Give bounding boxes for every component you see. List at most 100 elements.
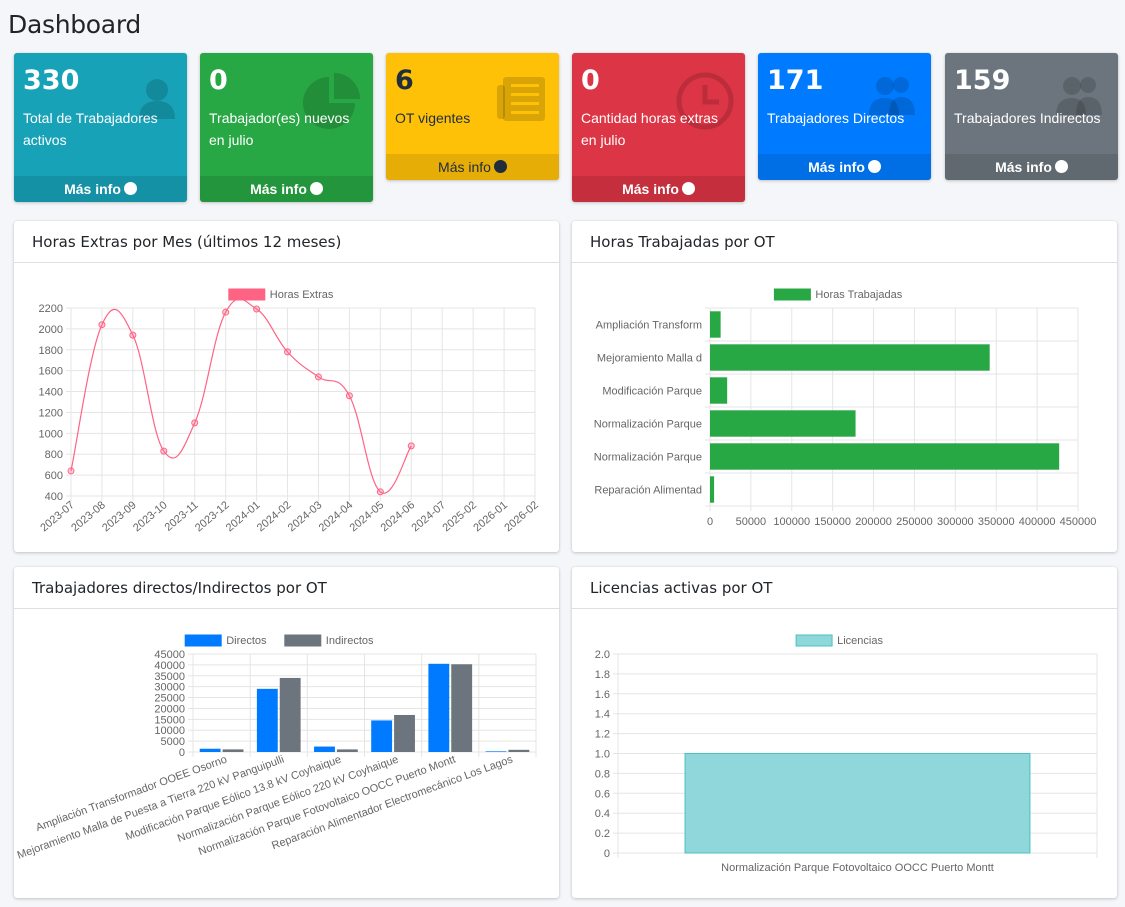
legend-swatch xyxy=(184,634,222,647)
box-label: Trabajadores Indirectos xyxy=(954,110,1101,126)
y-tick-label: 25000 xyxy=(154,693,185,705)
bar xyxy=(485,751,507,752)
y-tick-label: 400 xyxy=(45,491,63,503)
y-tick-label: 15000 xyxy=(154,714,185,726)
y-tick-label: 2000 xyxy=(39,324,63,336)
box-number: 330 xyxy=(23,65,80,96)
more-info-link[interactable]: Más info xyxy=(758,154,931,180)
x-tick-label: 50000 xyxy=(736,516,767,528)
more-info-link[interactable]: Más info xyxy=(386,154,559,180)
y-tick-label: 10000 xyxy=(154,725,185,737)
y-tick-label: 0.6 xyxy=(595,788,610,800)
y-tick-label: 45000 xyxy=(154,649,185,661)
more-info-label: Más info xyxy=(438,159,491,175)
data-point xyxy=(191,419,199,427)
x-tick-label: 350000 xyxy=(978,516,1015,528)
x-tick-label: 2024-02 xyxy=(255,499,294,534)
legend-swatch xyxy=(795,634,833,647)
x-tick-label: 300000 xyxy=(937,516,974,528)
arrow-circle-right-icon xyxy=(309,182,323,195)
pie-chart-icon xyxy=(301,71,365,138)
hours-by-ot-bar-chart: Horas Trabajadas 0 50000 100000 150000 200000… xyxy=(594,288,1097,528)
y-tick-label: 1.2 xyxy=(595,729,610,741)
legend-label: Horas Extras xyxy=(270,289,334,301)
x-tick-label: 2026-01 xyxy=(471,499,510,534)
data-point xyxy=(160,447,168,455)
y-tick-label: 800 xyxy=(45,449,63,461)
bar xyxy=(710,476,715,503)
data-point xyxy=(129,331,137,339)
x-tick-label: 2023-12 xyxy=(193,499,232,534)
box-label: Cantidad horas extras en julio xyxy=(581,110,718,148)
more-info-link[interactable]: Más info xyxy=(945,154,1118,180)
box-overtime: 0 Cantidad horas extras en julio Más inf… xyxy=(572,53,745,202)
more-info-link[interactable]: Más info xyxy=(572,176,745,202)
x-tick-label: 450000 xyxy=(1060,516,1097,528)
bar xyxy=(451,664,473,752)
y-tick-label: 20000 xyxy=(154,703,185,715)
x-tick-label: Normalización Parque Fotovoltaico OOCC P… xyxy=(721,862,994,874)
box-number: 0 xyxy=(581,65,600,96)
legend-label: Indirectos xyxy=(326,635,374,647)
bar xyxy=(710,311,721,338)
x-tick-label: 2026-02 xyxy=(502,499,541,534)
newspaper-icon xyxy=(497,75,547,128)
data-point xyxy=(345,392,353,400)
x-tick-label: 2023-07 xyxy=(38,499,77,534)
box-label: OT vigentes xyxy=(395,110,471,126)
y-tick-label: 1.6 xyxy=(595,689,610,701)
y-tick-label: 0 xyxy=(179,747,185,759)
x-tick-label: 150000 xyxy=(814,516,851,528)
bar xyxy=(710,344,990,371)
y-tick-label: 5000 xyxy=(161,736,185,748)
data-point xyxy=(407,442,415,450)
box-ot-active: 6 OT vigentes Más info xyxy=(386,53,559,180)
user-icon xyxy=(137,77,177,124)
data-point xyxy=(314,373,322,381)
y-tick-label: 0 xyxy=(604,848,610,860)
y-tick-label: 0.2 xyxy=(595,828,610,840)
x-tick-label: 2025-02 xyxy=(440,499,479,534)
card-workers-ot: Trabajadores directos/Indirectos por OT … xyxy=(14,567,559,898)
arrow-circle-right-icon xyxy=(1054,160,1068,173)
legend-swatch xyxy=(773,288,811,301)
data-point xyxy=(376,488,384,496)
overtime-line-chart: Horas Extras 400 600 800 1000 1200 1400 1600 180… xyxy=(38,288,541,534)
licenses-bar-chart: Licencias 0 0.2 0.4 0.6 0.8 1.0 1.2 1.4 1.6 1.8 2.0… xyxy=(595,634,1098,874)
x-tick-label: 100000 xyxy=(773,516,810,528)
legend-label: Directos xyxy=(226,635,267,647)
arrow-circle-right-icon xyxy=(493,160,507,173)
bar xyxy=(336,749,358,752)
y-tick-label: 1400 xyxy=(39,387,63,399)
x-tick-label: 400000 xyxy=(1019,516,1056,528)
workers-by-ot-bar-chart: Directos Indirectos 0500010000150002000025… xyxy=(16,634,537,862)
box-total-workers: 330 Total de Trabajadores activos Más in… xyxy=(14,53,187,202)
bar xyxy=(371,720,393,752)
card-title: Horas Trabajadas por OT xyxy=(572,221,1117,263)
box-label: Trabajador(es) nuevos en julio xyxy=(209,110,350,148)
more-info-label: Más info xyxy=(64,181,121,197)
page-title: Dashboard xyxy=(8,10,141,39)
more-info-label: Más info xyxy=(808,159,865,175)
y-tick-label: 600 xyxy=(45,470,63,482)
card-licenses: Licencias activas por OT Licencias 0 0.2 0.… xyxy=(572,567,1117,898)
legend-swatch xyxy=(228,288,266,301)
data-point xyxy=(67,467,75,475)
y-tick-label: 0.8 xyxy=(595,768,610,780)
card-title: Trabajadores directos/Indirectos por OT xyxy=(14,567,559,609)
users-icon xyxy=(1056,75,1106,120)
y-tick-label: Normalización Parque xyxy=(594,452,702,464)
more-info-link[interactable]: Más info xyxy=(200,176,373,202)
x-tick-label: 2024-05 xyxy=(348,499,387,534)
box-direct-workers: 171 Trabajadores Directos Más info xyxy=(758,53,931,180)
bar xyxy=(428,663,450,752)
bar xyxy=(199,748,221,752)
y-tick-label: 1800 xyxy=(39,345,63,357)
y-tick-label: 1.4 xyxy=(595,709,610,721)
bar xyxy=(710,410,856,437)
more-info-link[interactable]: Más info xyxy=(14,176,187,202)
y-tick-label: 2.0 xyxy=(595,649,610,661)
x-tick-label: 2024-04 xyxy=(317,499,356,534)
box-number: 171 xyxy=(767,65,824,96)
x-tick-label: 2023-09 xyxy=(100,499,139,534)
